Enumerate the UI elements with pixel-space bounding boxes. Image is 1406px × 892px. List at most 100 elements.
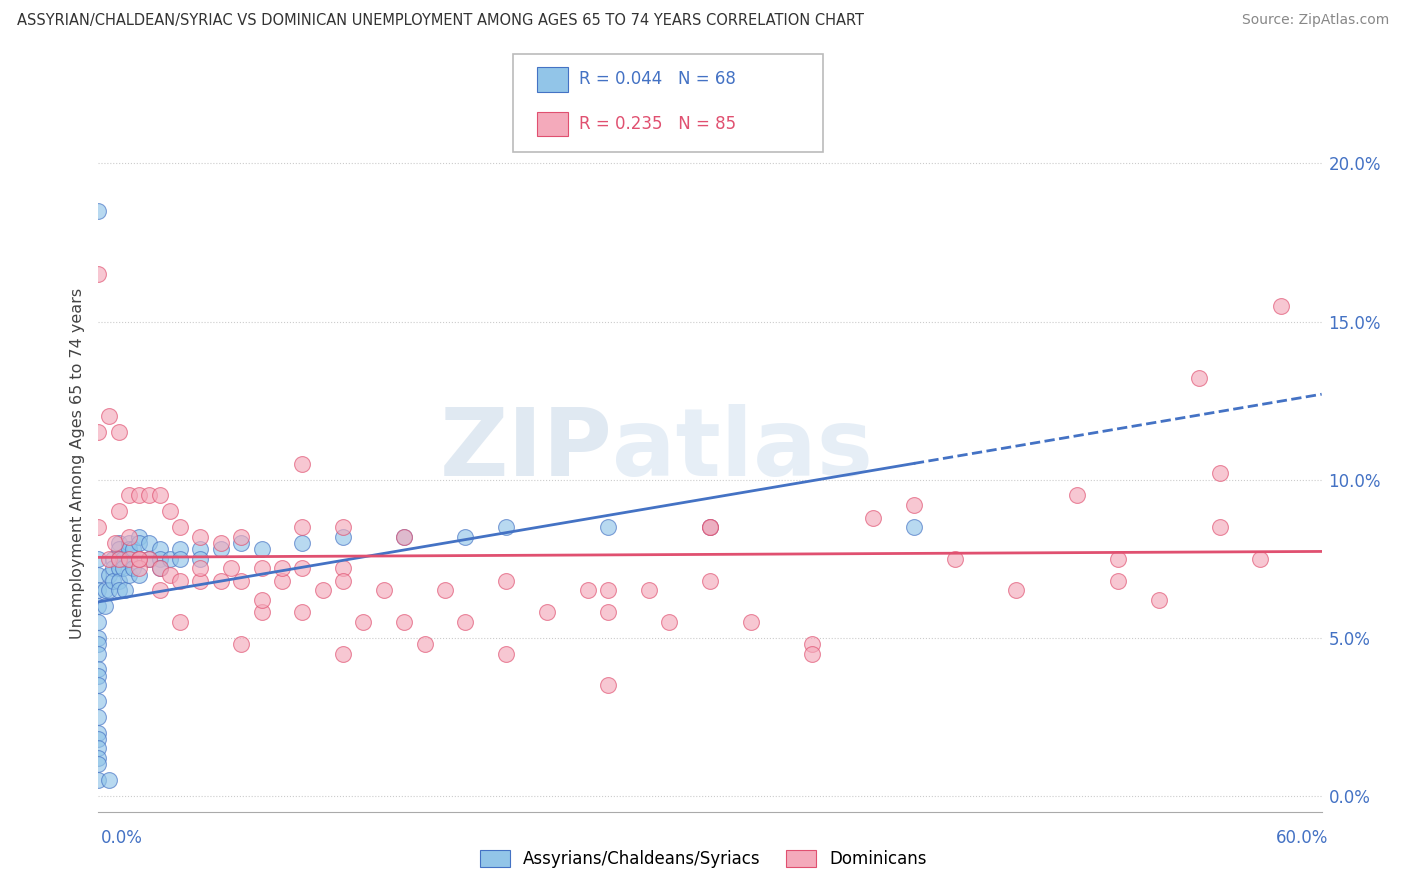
Point	[87, 425, 110, 440]
Point	[93, 583, 115, 598]
Text: ZIP: ZIP	[439, 404, 612, 496]
Point	[638, 583, 661, 598]
Point	[108, 583, 131, 598]
Point	[392, 530, 416, 544]
Text: ASSYRIAN/CHALDEAN/SYRIAC VS DOMINICAN UNEMPLOYMENT AMONG AGES 65 TO 74 YEARS COR: ASSYRIAN/CHALDEAN/SYRIAC VS DOMINICAN UN…	[17, 13, 863, 29]
Point	[598, 520, 620, 534]
Point	[101, 574, 124, 588]
Point	[87, 203, 110, 218]
Point	[169, 542, 191, 557]
Point	[128, 551, 150, 566]
Point	[87, 551, 110, 566]
Point	[128, 536, 150, 550]
Point	[122, 542, 145, 557]
Point	[1107, 551, 1129, 566]
Point	[111, 551, 134, 566]
Point	[332, 574, 354, 588]
Point	[250, 561, 273, 575]
Point	[138, 536, 160, 550]
Point	[862, 510, 884, 524]
Point	[188, 574, 212, 588]
Point	[291, 457, 314, 471]
Point	[231, 536, 253, 550]
Point	[1107, 574, 1129, 588]
Point	[270, 561, 294, 575]
Point	[1209, 520, 1232, 534]
Point	[87, 725, 110, 739]
Point	[658, 615, 681, 629]
Text: R = 0.235   N = 85: R = 0.235 N = 85	[579, 115, 737, 133]
Point	[128, 488, 150, 502]
Point	[87, 615, 110, 629]
Point	[87, 731, 110, 746]
Point	[128, 551, 150, 566]
Point	[188, 561, 212, 575]
Point	[699, 520, 721, 534]
Point	[1188, 371, 1211, 385]
Point	[118, 567, 141, 582]
Point	[159, 567, 181, 582]
Point	[801, 637, 824, 651]
Point	[699, 520, 721, 534]
Point	[231, 637, 253, 651]
Point	[108, 551, 131, 566]
Point	[149, 561, 172, 575]
Point	[138, 551, 160, 566]
Point	[903, 498, 925, 512]
Point	[188, 530, 212, 544]
Point	[1249, 551, 1271, 566]
Point	[159, 551, 181, 566]
Point	[101, 551, 124, 566]
Point	[97, 773, 120, 788]
Point	[231, 574, 253, 588]
Point	[413, 637, 436, 651]
Point	[87, 520, 110, 534]
Point	[128, 530, 150, 544]
Point	[101, 561, 124, 575]
Point	[332, 530, 354, 544]
Point	[97, 583, 120, 598]
Point	[87, 631, 110, 645]
Point	[87, 267, 110, 281]
Point	[392, 530, 416, 544]
Point	[149, 583, 172, 598]
Point	[169, 520, 191, 534]
Text: R = 0.044   N = 68: R = 0.044 N = 68	[579, 70, 737, 88]
Text: 0.0%: 0.0%	[101, 829, 143, 847]
Point	[149, 551, 172, 566]
Point	[87, 741, 110, 756]
Point	[699, 520, 721, 534]
Point	[1147, 592, 1170, 607]
Point	[495, 574, 517, 588]
Point	[598, 678, 620, 692]
Point	[111, 561, 134, 575]
Point	[209, 536, 232, 550]
Point	[169, 615, 191, 629]
Point	[128, 561, 150, 575]
Point	[138, 488, 160, 502]
Point	[576, 583, 599, 598]
Point	[250, 606, 273, 620]
Point	[209, 542, 232, 557]
Point	[108, 504, 131, 518]
Point	[108, 574, 131, 588]
Point	[740, 615, 762, 629]
Point	[903, 520, 925, 534]
Point	[128, 567, 150, 582]
Point	[1209, 467, 1232, 481]
Point	[128, 551, 150, 566]
Point	[536, 606, 558, 620]
Point	[97, 409, 120, 424]
Point	[392, 615, 416, 629]
Point	[118, 488, 141, 502]
Point	[108, 536, 131, 550]
Point	[291, 606, 314, 620]
Point	[598, 606, 620, 620]
Point	[87, 662, 110, 676]
Point	[1270, 299, 1292, 313]
Point	[169, 574, 191, 588]
Point	[149, 542, 172, 557]
Point	[122, 561, 145, 575]
Point	[1066, 488, 1088, 502]
Point	[87, 599, 110, 614]
